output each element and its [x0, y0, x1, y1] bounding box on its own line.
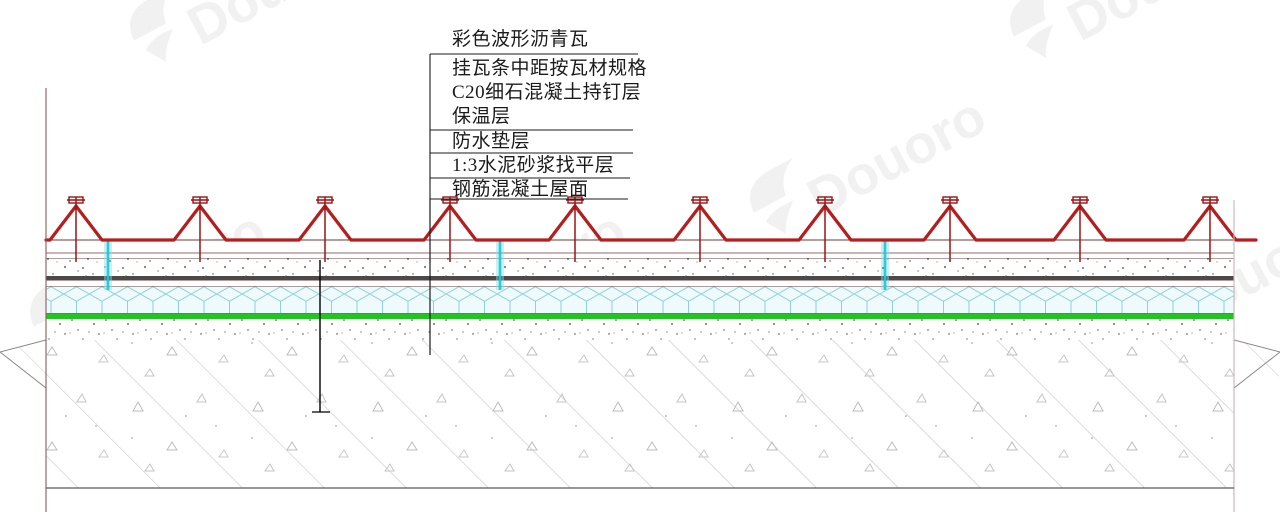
svg-text:Douoro: Douoro [178, 0, 376, 57]
roof-battens-and-nails [67, 196, 1219, 262]
annotation-leaders [429, 53, 638, 200]
layer-insulation [46, 285, 1234, 313]
layer-mortar-screed [46, 319, 1234, 340]
layer-leveling [46, 279, 1234, 286]
fastener-pins [106, 240, 887, 290]
break-line-left [0, 339, 47, 389]
fastener-pin-highlights [104, 240, 889, 290]
layer-waterproof-underlay [46, 276, 1234, 280]
thickness-dimension-line [312, 260, 330, 413]
edge-lines [45, 88, 1235, 512]
layer-rc-roof [0, 340, 1280, 488]
corrugated-asphalt-tile-profile [44, 204, 1258, 242]
layer-membrane [46, 312, 1234, 319]
layer-batten-void [46, 239, 1234, 258]
break-line-right [1233, 339, 1280, 389]
layer-nail-concrete [46, 257, 1234, 276]
svg-text:Douoro: Douoro [1058, 0, 1256, 53]
